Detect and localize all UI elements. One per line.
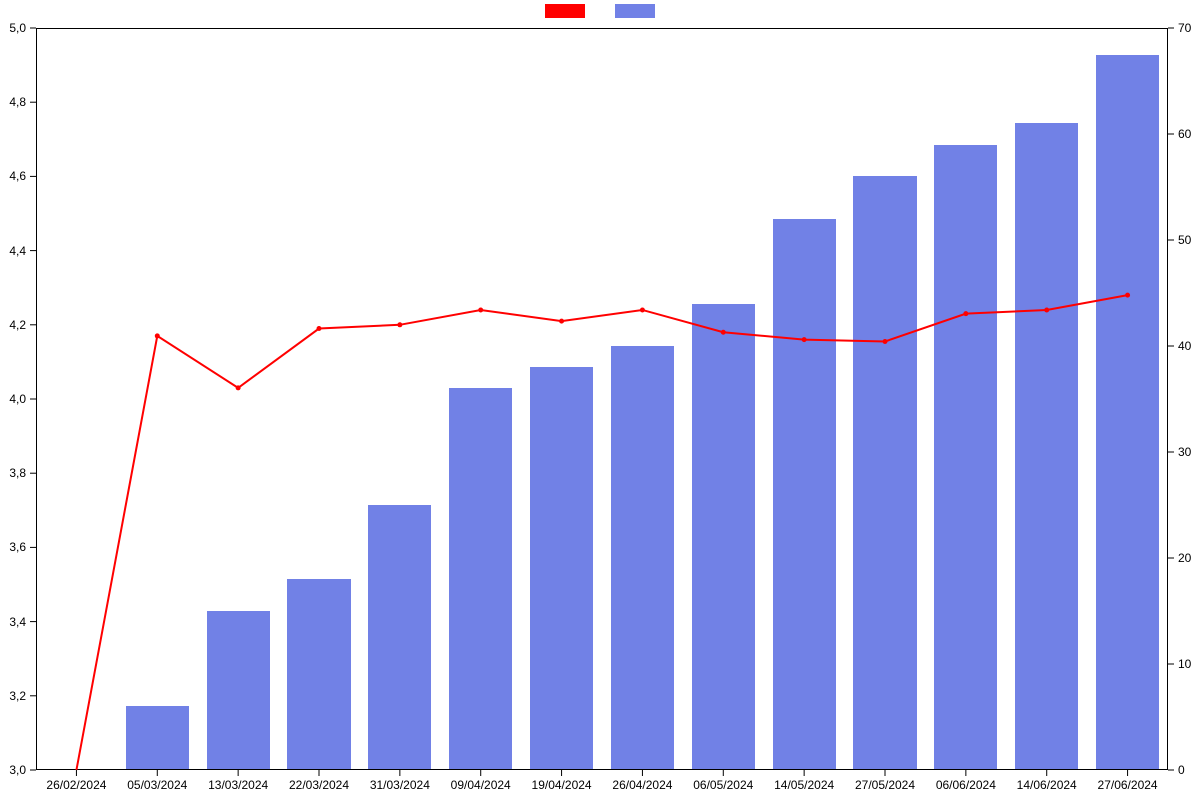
combo-chart: 26/02/2024 05/03/2024 13/03/2024 22/03/2024… bbox=[0, 0, 1200, 800]
y-left-label: 3,4 bbox=[9, 615, 26, 629]
legend-item bbox=[545, 4, 585, 23]
x-axis-label: 09/04/2024 bbox=[451, 778, 511, 792]
y-right-label: 50 bbox=[1178, 233, 1191, 247]
y-right-label: 20 bbox=[1178, 551, 1191, 565]
legend-item bbox=[615, 4, 655, 23]
y-left-label: 3,6 bbox=[9, 540, 26, 554]
y-left-label: 5,0 bbox=[9, 21, 26, 35]
y-left-label: 3,0 bbox=[9, 763, 26, 777]
x-axis-label: 14/06/2024 bbox=[1017, 778, 1077, 792]
x-axis-label: 19/04/2024 bbox=[532, 778, 592, 792]
plot-area bbox=[36, 28, 1168, 770]
y-right-label: 0 bbox=[1178, 763, 1185, 777]
y-left-label: 4,6 bbox=[9, 169, 26, 183]
y-right-label: 60 bbox=[1178, 127, 1191, 141]
y-left-label: 4,4 bbox=[9, 244, 26, 258]
y-left-label: 4,0 bbox=[9, 392, 26, 406]
x-axis-label: 27/05/2024 bbox=[855, 778, 915, 792]
y-left-label: 4,8 bbox=[9, 95, 26, 109]
y-right-label: 70 bbox=[1178, 21, 1191, 35]
x-axis-label: 31/03/2024 bbox=[370, 778, 430, 792]
x-axis-label: 22/03/2024 bbox=[289, 778, 349, 792]
x-axis-label: 05/03/2024 bbox=[127, 778, 187, 792]
y-right-label: 40 bbox=[1178, 339, 1191, 353]
y-right-label: 30 bbox=[1178, 445, 1191, 459]
y-left-label: 4,2 bbox=[9, 318, 26, 332]
chart-svg bbox=[36, 28, 1168, 770]
legend bbox=[0, 4, 1200, 23]
x-axis-label: 13/03/2024 bbox=[208, 778, 268, 792]
x-axis-label: 26/02/2024 bbox=[46, 778, 106, 792]
legend-swatch bbox=[615, 4, 655, 18]
y-left-label: 3,2 bbox=[9, 689, 26, 703]
x-axis-label: 06/05/2024 bbox=[693, 778, 753, 792]
x-axis-label: 06/06/2024 bbox=[936, 778, 996, 792]
x-axis-label: 14/05/2024 bbox=[774, 778, 834, 792]
x-axis-label: 27/06/2024 bbox=[1098, 778, 1158, 792]
legend-swatch bbox=[545, 4, 585, 18]
y-right-label: 10 bbox=[1178, 657, 1191, 671]
y-left-label: 3,8 bbox=[9, 466, 26, 480]
x-axis-label: 26/04/2024 bbox=[612, 778, 672, 792]
